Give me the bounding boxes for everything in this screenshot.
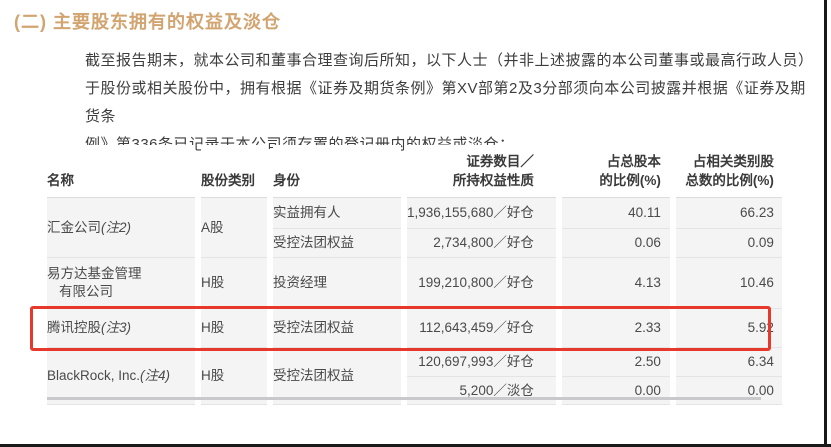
cell-pct-total: 2.50 bbox=[561, 348, 670, 377]
cell-share-class-blackrock: H股 bbox=[201, 348, 267, 405]
col-header-pct-total: 占总股本 的比例(%) bbox=[561, 145, 670, 198]
cell-securities: 120,697,993／好仓 bbox=[407, 348, 556, 377]
col-header-securities: 证券数目／ 所持权益性质 bbox=[407, 145, 556, 198]
table-row-blackrock-entry1: BlackRock, Inc.(注4) H股 受控法团权益 120,697,99… bbox=[47, 348, 782, 405]
table-row-huijin-entry1: 汇金公司(注2) A股 实益拥有人 1,936,155,680／好仓 40.11… bbox=[47, 198, 782, 258]
cell-capacity: 受控法团权益 bbox=[273, 309, 401, 348]
cell-share-class-tencent: H股 bbox=[201, 309, 267, 348]
cell-share-class-efund: H股 bbox=[201, 258, 267, 309]
table-row-efund: 易方达基金管理 有限公司 H股 投资经理 199,210,800／好仓 4.13… bbox=[47, 258, 782, 309]
shareholders-table: 名称 股份类别 身份 证券数目／ 所持权益性质 占总股本 的比例(%) 占相关类… bbox=[41, 145, 788, 405]
cell-securities: 112,643,459／好仓 bbox=[407, 309, 556, 348]
cell-name-efund: 易方达基金管理 有限公司 bbox=[47, 258, 195, 309]
cell-pct-total: 0.06 bbox=[561, 229, 670, 258]
cell-securities: 199,210,800／好仓 bbox=[407, 258, 556, 309]
cell-pct-total: 2.33 bbox=[561, 309, 670, 348]
cell-securities: 5,200／淡仓 bbox=[407, 377, 556, 405]
section-title: (二) 主要股东拥有的权益及淡仓 bbox=[14, 12, 281, 32]
table-bottom-border bbox=[47, 397, 761, 400]
cell-pct-total: 40.11 bbox=[561, 198, 670, 229]
cell-securities: 2,734,800／好仓 bbox=[407, 229, 556, 258]
table-row-blackrock-entry2: 5,200／淡仓 0.00 0.00 bbox=[47, 377, 782, 405]
note-ref-3: (注3) bbox=[101, 320, 131, 335]
col-header-pct-class: 占相关类别股 总数的比例(%) bbox=[675, 145, 782, 198]
table-row-tencent: 腾讯控股(注3) H股 受控法团权益 112,643,459／好仓 2.33 5… bbox=[47, 309, 782, 348]
cell-pct-class: 6.34 bbox=[675, 348, 782, 377]
note-ref-4: (注4) bbox=[140, 368, 171, 383]
cell-pct-class: 0.09 bbox=[675, 229, 782, 258]
cell-name-blackrock: BlackRock, Inc.(注4) bbox=[47, 348, 195, 405]
col-header-share-class: 股份类别 bbox=[201, 145, 267, 198]
page-border-right bbox=[824, 0, 827, 447]
paragraph-line-2: 于股份或相关股份中，拥有根据《证券及期货条例》第XV部第2及3分部须向本公司披露… bbox=[85, 80, 806, 125]
note-ref-2: (注2) bbox=[101, 219, 131, 235]
cell-securities: 1,936,155,680／好仓 bbox=[407, 198, 556, 229]
intro-paragraph: 截至报告期末，就本公司和董事合理查询后所知，以下人士（并非上述披露的本公司董事或… bbox=[85, 47, 815, 159]
cell-pct-class: 66.23 bbox=[675, 198, 782, 229]
cell-capacity: 投资经理 bbox=[273, 258, 401, 309]
table-row-huijin-entry2: 受控法团权益 2,734,800／好仓 0.06 0.09 bbox=[47, 229, 782, 258]
col-header-name: 名称 bbox=[47, 145, 195, 198]
page-border-bottom bbox=[0, 444, 831, 447]
cell-name-huijin: 汇金公司(注2) bbox=[47, 198, 195, 258]
cell-name-tencent: 腾讯控股(注3) bbox=[47, 309, 195, 348]
cell-pct-total: 4.13 bbox=[561, 258, 670, 309]
cell-capacity: 受控法团权益 bbox=[273, 229, 401, 258]
highlight-box-tencent-row bbox=[30, 306, 771, 351]
cell-pct-class: 5.92 bbox=[675, 309, 782, 348]
col-header-capacity: 身份 bbox=[273, 145, 401, 198]
cell-capacity: 实益拥有人 bbox=[273, 198, 401, 229]
cell-share-class-huijin: A股 bbox=[201, 198, 267, 258]
cell-pct-class: 10.46 bbox=[675, 258, 782, 309]
paragraph-line-1: 截至报告期末，就本公司和董事合理查询后所知，以下人士（并非上述披露的本公司董事或… bbox=[85, 52, 814, 69]
cell-pct-total: 0.00 bbox=[561, 377, 670, 405]
cell-capacity-blackrock: 受控法团权益 bbox=[273, 348, 401, 405]
cell-pct-class: 0.00 bbox=[675, 377, 782, 405]
table-header-row: 名称 股份类别 身份 证券数目／ 所持权益性质 占总股本 的比例(%) 占相关类… bbox=[47, 145, 782, 198]
